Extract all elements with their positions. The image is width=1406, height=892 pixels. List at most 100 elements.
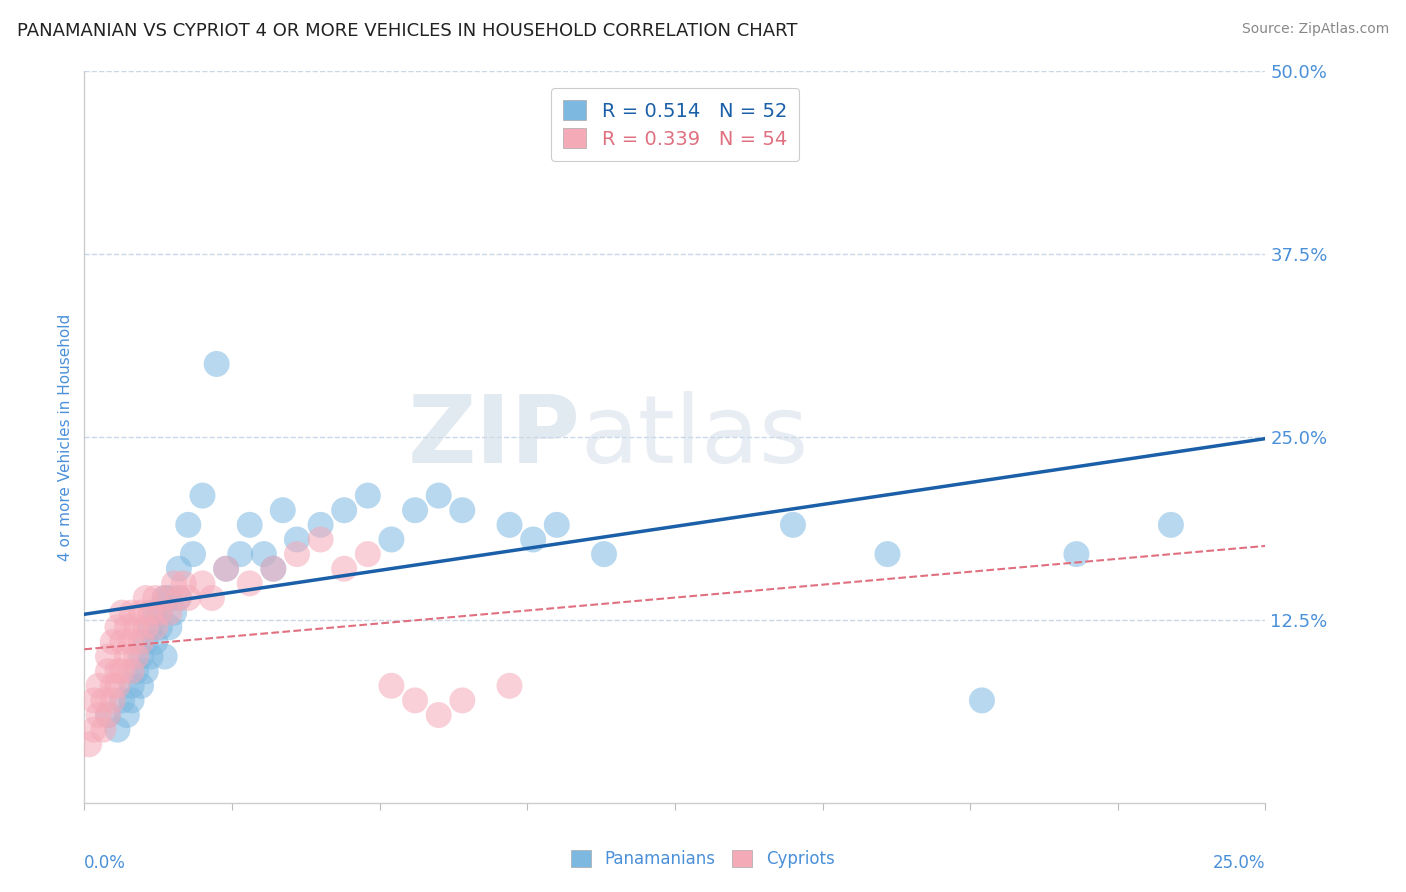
Point bbox=[357, 547, 380, 561]
Point bbox=[129, 606, 152, 620]
Point bbox=[157, 606, 180, 620]
Point bbox=[121, 635, 143, 649]
Point bbox=[121, 679, 143, 693]
Point bbox=[125, 620, 148, 634]
Point bbox=[1066, 547, 1088, 561]
Point bbox=[91, 693, 114, 707]
Point bbox=[522, 533, 544, 547]
Point bbox=[177, 517, 200, 532]
Point bbox=[143, 635, 166, 649]
Point bbox=[149, 620, 172, 634]
Point bbox=[201, 591, 224, 605]
Point bbox=[167, 591, 190, 605]
Point bbox=[107, 664, 129, 678]
Point bbox=[782, 517, 804, 532]
Point bbox=[451, 693, 474, 707]
Point bbox=[498, 517, 520, 532]
Point bbox=[107, 679, 129, 693]
Point bbox=[121, 664, 143, 678]
Point bbox=[262, 562, 284, 576]
Point bbox=[177, 591, 200, 605]
Point bbox=[380, 533, 402, 547]
Point bbox=[111, 635, 134, 649]
Point bbox=[498, 679, 520, 693]
Point bbox=[167, 562, 190, 576]
Point bbox=[129, 679, 152, 693]
Point bbox=[153, 649, 176, 664]
Text: ZIP: ZIP bbox=[408, 391, 581, 483]
Point bbox=[229, 547, 252, 561]
Point bbox=[191, 576, 214, 591]
Point bbox=[157, 620, 180, 634]
Point bbox=[427, 489, 450, 503]
Point bbox=[427, 708, 450, 723]
Point bbox=[111, 606, 134, 620]
Text: atlas: atlas bbox=[581, 391, 808, 483]
Point bbox=[153, 591, 176, 605]
Point bbox=[357, 489, 380, 503]
Point bbox=[253, 547, 276, 561]
Point bbox=[97, 649, 120, 664]
Point bbox=[285, 533, 308, 547]
Point bbox=[215, 562, 238, 576]
Point bbox=[1160, 517, 1182, 532]
Point bbox=[191, 489, 214, 503]
Point bbox=[115, 620, 138, 634]
Point bbox=[107, 620, 129, 634]
Y-axis label: 4 or more Vehicles in Household: 4 or more Vehicles in Household bbox=[58, 313, 73, 561]
Point bbox=[149, 606, 172, 620]
Point bbox=[101, 693, 124, 707]
Point bbox=[970, 693, 993, 707]
Point bbox=[115, 649, 138, 664]
Point bbox=[83, 723, 105, 737]
Text: 0.0%: 0.0% bbox=[84, 854, 127, 872]
Point bbox=[111, 693, 134, 707]
Text: 25.0%: 25.0% bbox=[1213, 854, 1265, 872]
Point bbox=[111, 664, 134, 678]
Point bbox=[167, 591, 190, 605]
Point bbox=[87, 679, 110, 693]
Point bbox=[149, 606, 172, 620]
Point bbox=[215, 562, 238, 576]
Point bbox=[97, 708, 120, 723]
Point bbox=[129, 649, 152, 664]
Point bbox=[135, 635, 157, 649]
Point bbox=[163, 576, 186, 591]
Point bbox=[87, 708, 110, 723]
Point bbox=[135, 620, 157, 634]
Point bbox=[97, 664, 120, 678]
Point bbox=[135, 664, 157, 678]
Point bbox=[101, 679, 124, 693]
Point bbox=[333, 503, 356, 517]
Point bbox=[173, 576, 195, 591]
Point bbox=[239, 517, 262, 532]
Point bbox=[157, 591, 180, 605]
Point bbox=[125, 664, 148, 678]
Point bbox=[139, 606, 162, 620]
Point bbox=[205, 357, 228, 371]
Point bbox=[101, 635, 124, 649]
Point bbox=[153, 591, 176, 605]
Point bbox=[107, 723, 129, 737]
Legend: R = 0.514   N = 52, R = 0.339   N = 54: R = 0.514 N = 52, R = 0.339 N = 54 bbox=[551, 88, 799, 161]
Point bbox=[121, 693, 143, 707]
Point bbox=[404, 693, 426, 707]
Text: PANAMANIAN VS CYPRIOT 4 OR MORE VEHICLES IN HOUSEHOLD CORRELATION CHART: PANAMANIAN VS CYPRIOT 4 OR MORE VEHICLES… bbox=[17, 22, 797, 40]
Point bbox=[139, 649, 162, 664]
Point bbox=[163, 606, 186, 620]
Point bbox=[451, 503, 474, 517]
Point bbox=[121, 606, 143, 620]
Point bbox=[876, 547, 898, 561]
Point bbox=[380, 679, 402, 693]
Point bbox=[271, 503, 294, 517]
Legend: Panamanians, Cypriots: Panamanians, Cypriots bbox=[565, 843, 841, 875]
Point bbox=[181, 547, 204, 561]
Point bbox=[262, 562, 284, 576]
Point bbox=[309, 533, 332, 547]
Point bbox=[546, 517, 568, 532]
Point bbox=[91, 723, 114, 737]
Point bbox=[593, 547, 616, 561]
Point bbox=[333, 562, 356, 576]
Text: Source: ZipAtlas.com: Source: ZipAtlas.com bbox=[1241, 22, 1389, 37]
Point bbox=[77, 737, 100, 751]
